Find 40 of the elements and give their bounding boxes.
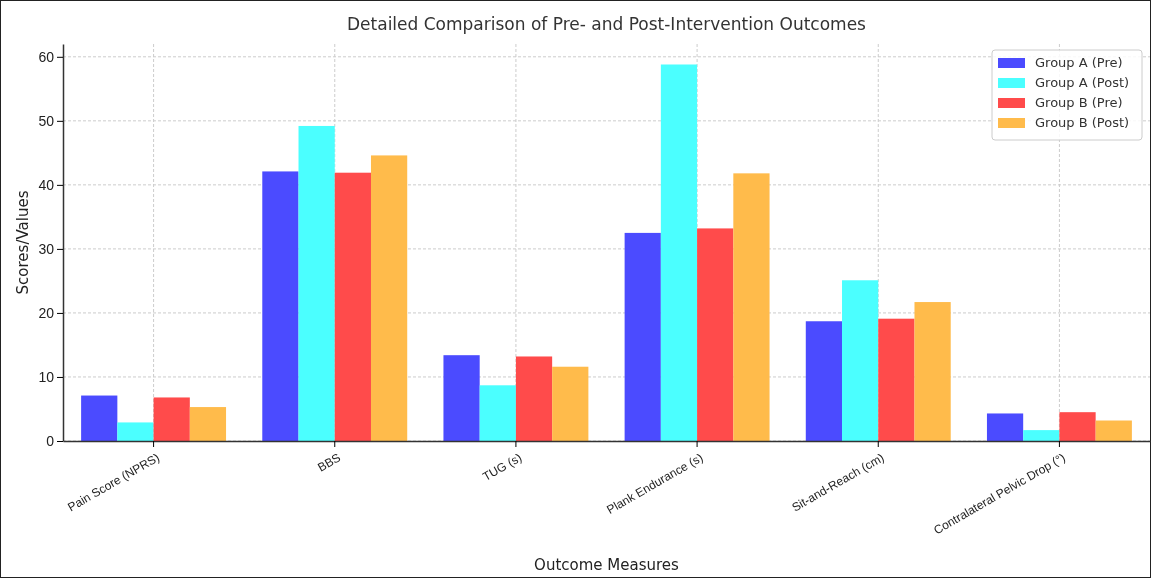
bar xyxy=(624,232,661,441)
y-tick-label: 20 xyxy=(38,304,55,321)
bar xyxy=(733,173,770,441)
bar xyxy=(552,366,589,441)
bar xyxy=(443,355,480,441)
y-tick-label: 60 xyxy=(38,48,55,65)
y-tick-label: 40 xyxy=(38,176,55,193)
y-tick-label: 0 xyxy=(46,432,55,449)
bar xyxy=(914,302,951,441)
bar xyxy=(1095,420,1132,441)
bar xyxy=(334,172,371,441)
bar xyxy=(515,356,553,441)
bar xyxy=(1059,412,1096,441)
legend-label: Group A (Post) xyxy=(1035,75,1130,90)
x-axis-title: Outcome Measures xyxy=(534,556,680,574)
bar xyxy=(1023,430,1060,441)
y-tick-label: 30 xyxy=(38,240,55,257)
bar xyxy=(262,171,299,441)
bar xyxy=(697,228,734,441)
bar xyxy=(298,125,335,441)
legend-label: Group B (Pre) xyxy=(1035,95,1123,110)
bar xyxy=(842,280,879,441)
bar xyxy=(878,318,915,441)
y-axis-title: Scores/Values xyxy=(14,190,32,295)
bar xyxy=(805,321,843,441)
bar xyxy=(660,64,698,441)
bar xyxy=(986,413,1024,441)
bar xyxy=(370,155,408,441)
bar xyxy=(189,407,227,441)
x-tick-label: TUG (s) xyxy=(480,450,525,484)
legend-label: Group A (Pre) xyxy=(1035,55,1123,70)
y-tick-label: 10 xyxy=(38,368,55,385)
bar xyxy=(153,397,190,441)
bar xyxy=(479,385,516,441)
y-tick-label: 50 xyxy=(38,112,55,129)
chart-title: Detailed Comparison of Pre- and Post-Intervention Outcomes xyxy=(347,14,867,34)
bar xyxy=(81,395,118,441)
legend-label: Group B (Post) xyxy=(1035,115,1130,130)
x-tick-label: BBS xyxy=(315,450,344,475)
bar xyxy=(117,422,154,441)
